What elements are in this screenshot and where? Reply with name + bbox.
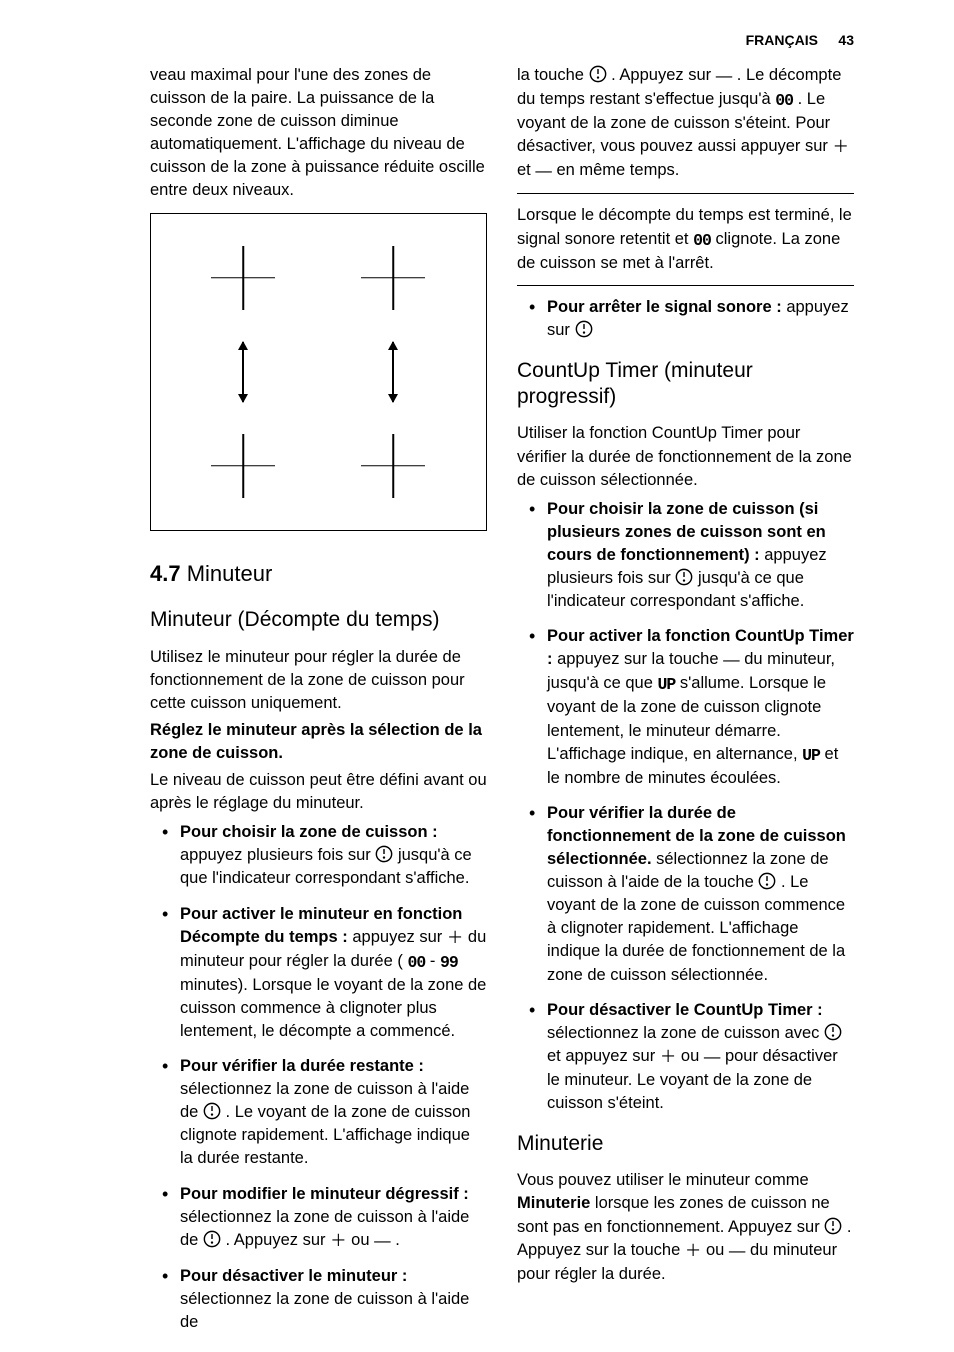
item-text: appuyez sur <box>348 928 447 946</box>
content-columns: veau maximal pour l'une des zones de cui… <box>0 64 954 1346</box>
subsection-heading: Minuterie <box>517 1131 854 1157</box>
plus-icon: ＋ <box>447 927 464 950</box>
item-text: ou <box>347 1231 375 1249</box>
text: et <box>517 161 535 179</box>
header-page-number: 43 <box>838 32 854 48</box>
item-text: . <box>391 1231 400 1249</box>
section-heading: 4.7 Minuteur <box>150 559 487 590</box>
bullet-list: Pour arrêter le signal sonore : appuyez … <box>517 296 854 342</box>
list-item: Pour arrêter le signal sonore : appuyez … <box>533 296 854 342</box>
subsection-heading: CountUp Timer (minuteur progressif) <box>517 358 854 411</box>
list-item: Pour choisir la zone de cuisson : appuye… <box>166 821 487 890</box>
text: Vous pouvez utiliser le minuteur comme <box>517 1171 809 1189</box>
item-lead: Pour vérifier la durée restante : <box>180 1057 424 1075</box>
header-language: FRANÇAIS <box>746 32 818 48</box>
item-lead: Pour désactiver le CountUp Timer : <box>547 1001 823 1019</box>
list-item: Pour choisir la zone de cuisson (si plus… <box>533 498 854 613</box>
clock-icon <box>203 1230 221 1248</box>
item-text: sélectionnez la zone de cuisson avec <box>547 1024 824 1042</box>
section-number: 4.7 <box>150 561 181 586</box>
burner-cross-icon <box>211 434 275 498</box>
display-digits: 00 <box>775 89 793 112</box>
bullet-list: Pour choisir la zone de cuisson : appuye… <box>150 821 487 1334</box>
item-lead: Pour arrêter le signal sonore : <box>547 298 782 316</box>
list-item: Pour modifier le minuteur dégressif : sé… <box>166 1183 487 1253</box>
item-text: . Le voyant de la zone de cuisson cligno… <box>180 1103 470 1167</box>
text: la touche <box>517 66 589 84</box>
intro-paragraph: veau maximal pour l'une des zones de cui… <box>150 64 487 203</box>
list-item: Pour désactiver le CountUp Timer : sélec… <box>533 999 854 1115</box>
right-column: la touche . Appuyez sur — . Le décompte … <box>517 64 854 1346</box>
body-text-bold: Réglez le minuteur après la sélection de… <box>150 719 487 765</box>
updown-arrow-icon <box>242 342 244 402</box>
section-title: Minuteur <box>187 561 273 586</box>
text: . Appuyez sur <box>607 66 716 84</box>
minus-icon: — <box>723 649 740 672</box>
body-text: Utilisez le minuteur pour régler la duré… <box>150 646 487 715</box>
divider <box>517 193 854 194</box>
item-text: - <box>425 952 440 970</box>
clock-icon <box>575 320 593 338</box>
item-text: . Appuyez sur <box>221 1231 330 1249</box>
cooktop-diagram <box>150 213 487 531</box>
item-text: appuyez sur la touche <box>553 650 724 668</box>
left-column: veau maximal pour l'une des zones de cui… <box>150 64 487 1346</box>
subsection-heading: Minuteur (Décompte du temps) <box>150 607 487 633</box>
clock-icon <box>375 845 393 863</box>
item-text: minutes). Lorsque le voyant de la zone d… <box>180 976 486 1040</box>
plus-icon: ＋ <box>685 1240 702 1263</box>
body-text: Le niveau de cuisson peut être défini av… <box>150 769 487 815</box>
burner-cross-icon <box>361 246 425 310</box>
display-up: UP <box>802 744 820 767</box>
burner-cross-icon <box>361 434 425 498</box>
clock-icon <box>203 1102 221 1120</box>
list-item: Pour activer la fonction CountUp Timer :… <box>533 625 854 790</box>
display-digits: 00 <box>407 951 425 974</box>
burner-cross-icon <box>211 246 275 310</box>
minus-icon: — <box>716 65 733 88</box>
display-up: UP <box>657 673 675 696</box>
text: en même temps. <box>552 161 679 179</box>
body-text: la touche . Appuyez sur — . Le décompte … <box>517 64 854 183</box>
display-digits: 00 <box>693 229 711 252</box>
list-item: Pour activer le minuteur en fonction Déc… <box>166 903 487 1044</box>
clock-icon <box>824 1217 842 1235</box>
list-item: Pour désactiver le minuteur : sélectionn… <box>166 1265 487 1334</box>
item-lead: Pour modifier le minuteur dégressif : <box>180 1185 469 1203</box>
plus-icon: ＋ <box>833 136 850 159</box>
item-text: et appuyez sur <box>547 1047 660 1065</box>
minus-icon: — <box>374 1230 391 1253</box>
minus-icon: — <box>729 1240 746 1263</box>
list-item: Pour vérifier la durée restante : sélect… <box>166 1055 487 1170</box>
body-text: Vous pouvez utiliser le minuteur comme M… <box>517 1169 854 1285</box>
item-lead: Pour désactiver le minuteur : <box>180 1267 407 1285</box>
clock-icon <box>824 1023 842 1041</box>
divider <box>517 285 854 286</box>
item-text: appuyez plusieurs fois sur <box>180 846 375 864</box>
minus-icon: — <box>704 1046 721 1069</box>
updown-arrow-icon <box>392 342 394 402</box>
plus-icon: ＋ <box>330 1230 347 1253</box>
clock-icon <box>589 65 607 83</box>
clock-icon <box>675 568 693 586</box>
item-lead: Pour choisir la zone de cuisson : <box>180 823 438 841</box>
bullet-list: Pour choisir la zone de cuisson (si plus… <box>517 498 854 1115</box>
item-text: ou <box>676 1047 704 1065</box>
page-header: FRANÇAIS 43 <box>0 32 954 50</box>
item-text: sélectionnez la zone de cuisson à l'aide… <box>180 1290 469 1331</box>
body-text: Lorsque le décompte du temps est terminé… <box>517 204 854 274</box>
minus-icon: — <box>535 160 552 183</box>
plus-icon: ＋ <box>660 1046 677 1069</box>
list-item: Pour vérifier la durée de fonctionnement… <box>533 802 854 987</box>
clock-icon <box>758 872 776 890</box>
text-bold: Minuterie <box>517 1194 590 1212</box>
body-text: Utiliser la fonction CountUp Timer pour … <box>517 422 854 491</box>
text: ou <box>701 1241 729 1259</box>
display-digits: 99 <box>440 951 458 974</box>
